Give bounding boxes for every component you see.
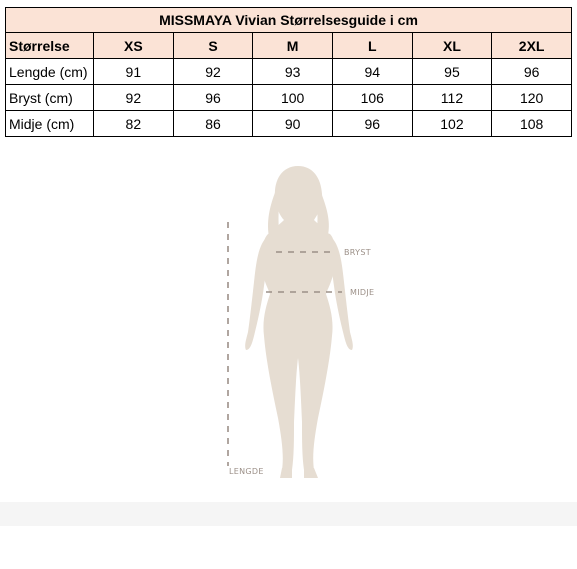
body-silhouette-figure: LENGDE BRYST MIDJE [227, 166, 374, 478]
size-guide-table: MISSMAYA Vivian Størrelsesguide i cm Stø… [5, 7, 572, 137]
size-header-xs: XS [93, 32, 174, 59]
size-header-m: M [252, 32, 333, 59]
table-header-row: Størrelse XS S M L XL 2XL [5, 32, 572, 59]
table-cell: 112 [411, 84, 493, 111]
table-cell: 120 [491, 84, 572, 111]
row-label: Midje (cm) [5, 110, 94, 137]
length-label: LENGDE [229, 467, 264, 476]
table-cell: 92 [172, 58, 254, 85]
waist-label: MIDJE [350, 288, 374, 297]
table-cell: 93 [252, 58, 333, 85]
table-row-waist: Midje (cm) 82 86 90 96 102 108 [5, 110, 572, 137]
size-header-l: L [331, 32, 413, 59]
table-cell: 91 [93, 58, 174, 85]
silhouette-left-arm [245, 236, 270, 350]
table-cell: 90 [252, 110, 333, 137]
table-cell: 92 [93, 84, 174, 111]
table-row-bust: Bryst (cm) 92 96 100 106 112 120 [5, 84, 572, 111]
row-label: Lengde (cm) [5, 58, 94, 85]
size-header-2xl: 2XL [491, 32, 572, 59]
female-silhouette [245, 166, 353, 478]
size-header-xl: XL [411, 32, 493, 59]
footer-band [0, 502, 577, 526]
silhouette-body [261, 229, 336, 470]
table-cell: 96 [172, 84, 254, 111]
table-cell: 100 [252, 84, 333, 111]
bust-label: BRYST [344, 248, 371, 257]
row-label: Bryst (cm) [5, 84, 94, 111]
silhouette-right-arm [328, 236, 353, 350]
size-header-s: S [172, 32, 254, 59]
table-cell: 94 [331, 58, 413, 85]
silhouette-head [268, 166, 330, 236]
table-row-length: Lengde (cm) 91 92 93 94 95 96 [5, 58, 572, 85]
body-measurement-illustration: LENGDE BRYST MIDJE [0, 160, 577, 500]
silhouette-feet [280, 468, 318, 478]
table-cell: 102 [411, 110, 493, 137]
size-header-label: Størrelse [5, 32, 94, 59]
table-cell: 86 [172, 110, 254, 137]
table-cell: 96 [331, 110, 413, 137]
table-cell: 108 [491, 110, 572, 137]
table-cell: 96 [491, 58, 572, 85]
table-title-row: MISSMAYA Vivian Størrelsesguide i cm [5, 7, 572, 33]
table-cell: 106 [331, 84, 413, 111]
table-title: MISSMAYA Vivian Størrelsesguide i cm [5, 7, 572, 33]
table-cell: 95 [411, 58, 493, 85]
silhouette-neck [291, 216, 305, 232]
table-cell: 82 [93, 110, 174, 137]
